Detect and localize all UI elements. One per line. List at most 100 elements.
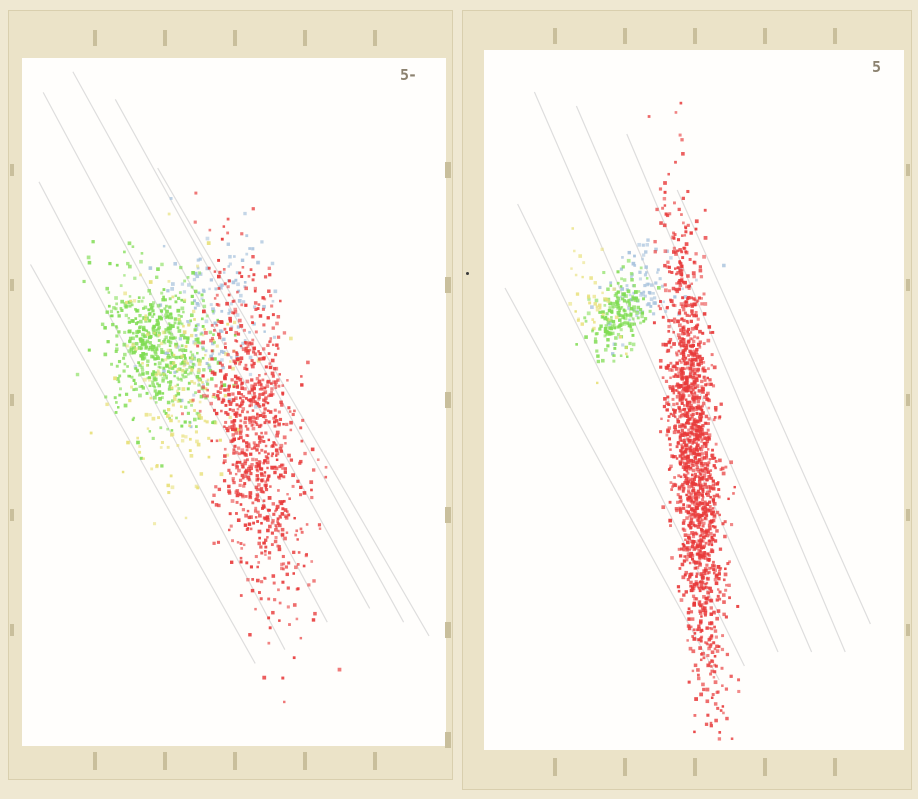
scatter-point [179,362,183,366]
scatter-point [678,309,682,312]
scatter-point [164,313,168,318]
scatter-point [687,607,691,611]
scatter-point [150,344,154,347]
scatter-point [254,506,258,510]
scatter-point [700,546,704,550]
scatter-point [263,330,266,333]
scatter-point [604,324,608,328]
scatter-point [631,298,634,301]
scatter-point [699,468,703,472]
scatter-point [255,578,260,583]
scatter-point [152,313,156,316]
scatter-point [280,512,285,516]
scatter-point [212,312,215,315]
scatter-point [710,353,714,357]
scatter-point [268,365,273,370]
scatter-point [715,529,719,533]
scatter-point [259,438,263,443]
scatter-point [115,326,119,330]
scatter-point [690,282,694,285]
scatter-point [688,372,692,376]
scatter-point [680,234,684,237]
tick-mark [445,732,451,748]
scatter-point [703,572,707,576]
scatter-point [692,339,696,344]
scatter-point [633,298,637,302]
scatter-point [227,489,231,494]
scatter-point [194,337,198,342]
scatter-point [261,490,265,494]
scatter-point [176,389,179,393]
scatter-point [700,356,705,361]
scatter-point [265,460,270,465]
scatter-point [267,556,271,560]
scatter-point [679,340,683,344]
scatter-point [277,384,281,388]
scatter-point [642,319,645,323]
scatter-point [145,364,149,367]
scatter-point [275,430,280,435]
scatter-point [86,255,91,260]
scatter-point [264,487,269,492]
scatter-point [591,329,594,333]
scatter-point [712,487,716,490]
scatter-point [693,524,697,528]
scatter-point [663,283,667,287]
scatter-point [239,293,243,298]
scatter-point [132,345,136,350]
scatter-point [675,508,679,513]
scatter-point [698,417,703,422]
scatter-point [163,298,167,302]
scatter-point [264,396,268,400]
scatter-point [187,323,191,327]
scatter-point [675,402,679,406]
scatter-point [166,483,170,488]
scatter-point [135,309,139,313]
scatter-point [675,272,678,276]
scatter-point [679,328,683,333]
scatter-point [238,478,243,482]
scatter-point [190,353,195,357]
scatter-point [685,493,688,497]
scatter-point [227,392,231,397]
tick-mark [623,28,627,44]
scatter-point [128,295,132,298]
scatter-point [248,341,252,344]
scatter-point [238,431,243,435]
scatter-point [254,330,258,334]
scatter-point [705,437,710,441]
scatter-point [623,316,628,321]
scatter-series [89,212,293,526]
scatter-point [703,500,707,504]
scatter-point [725,583,728,587]
scatter-point [247,274,251,278]
scatter-point [700,302,704,306]
scatter-point [624,294,628,298]
scatter-point [189,350,193,354]
scatter-point [690,625,693,629]
scatter-point [184,344,188,348]
scatter-point [310,495,314,500]
scatter-point [267,508,271,512]
scatter-point [689,507,694,511]
scatter-point [214,485,218,489]
scatter-point [695,575,698,578]
scatter-point [136,321,140,324]
left-plot-area [22,58,446,746]
scatter-point [269,337,273,340]
tick-mark [10,394,14,406]
scatter-point [698,268,703,273]
scatter-point [683,343,687,348]
scatter-point [703,302,708,306]
scatter-point [277,410,281,414]
scatter-point [258,388,262,391]
tick-mark [10,279,14,291]
scatter-point [688,561,692,565]
scatter-point [134,347,138,351]
scatter-point [697,520,702,525]
scatter-point [147,288,151,293]
scatter-point [669,448,672,451]
scatter-point [235,352,239,356]
scatter-point [264,549,267,553]
scatter-point [238,425,243,429]
